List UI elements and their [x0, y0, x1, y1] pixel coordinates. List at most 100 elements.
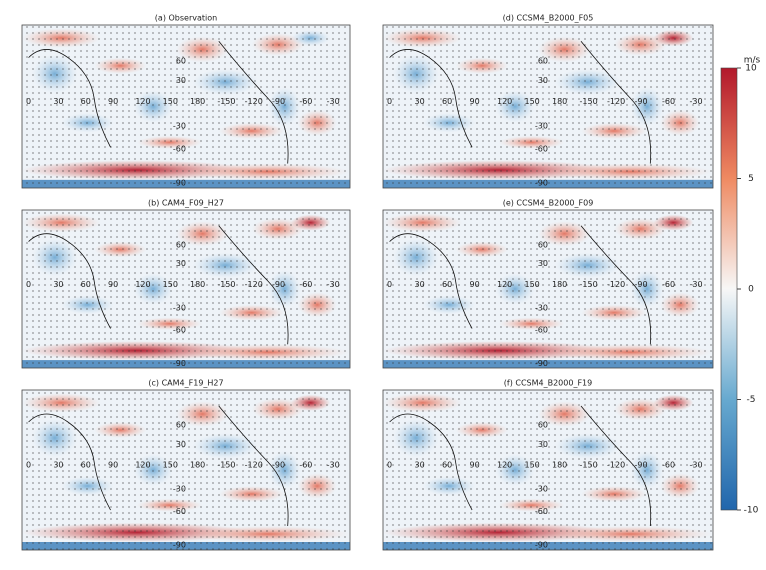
lat-label: -60 [535, 326, 548, 335]
lon-label: 60 [81, 97, 91, 106]
lat-label: 60 [538, 240, 548, 249]
lon-label: 90 [470, 97, 480, 106]
lon-label: 60 [442, 280, 452, 289]
lon-label: 90 [470, 280, 480, 289]
map-frame [21, 209, 351, 369]
coastline [28, 413, 111, 511]
lon-label: 180 [190, 461, 205, 470]
lat-label: 60 [538, 56, 548, 65]
lon-label: -30 [690, 97, 703, 106]
map-frame [21, 389, 351, 551]
lat-label: -90 [535, 179, 548, 188]
map-frame [382, 209, 714, 369]
lat-label: -90 [535, 541, 548, 550]
lon-label: -60 [299, 97, 312, 106]
lat-label: -60 [173, 507, 186, 516]
lon-label: -60 [662, 280, 675, 289]
colorbar-unit: m/s [744, 56, 761, 66]
lon-label: 30 [53, 461, 63, 470]
lon-label: 90 [108, 97, 118, 106]
coastline [218, 405, 289, 527]
lon-label: -90 [635, 280, 648, 289]
panel-title: (e) CCSM4_B2000_F09 [503, 199, 594, 208]
significance-dots [22, 25, 350, 188]
lat-label: 30 [538, 440, 548, 449]
coastline [218, 225, 289, 345]
lon-label: 30 [415, 97, 425, 106]
lon-label: -90 [635, 97, 648, 106]
lon-label: 30 [53, 280, 63, 289]
lat-label: 30 [176, 440, 186, 449]
panel-title: (f) CCSM4_B2000_F19 [504, 379, 592, 388]
lon-label: 180 [190, 97, 205, 106]
lon-label: 150 [163, 280, 178, 289]
lon-label: 0 [26, 461, 31, 470]
lat-label: -90 [535, 359, 548, 368]
lon-label: 150 [525, 461, 540, 470]
lat-label: -60 [535, 507, 548, 516]
colorbar [720, 67, 738, 511]
colorbar-tick-label: -10 [744, 506, 759, 516]
map-panel: (b) CAM4_F09_H27 0 30 60 90 120 150 180 -150 -120… [21, 199, 351, 369]
lon-label: -60 [299, 461, 312, 470]
lon-label: -150 [217, 280, 235, 289]
lon-label: 180 [552, 97, 567, 106]
lon-label: 120 [497, 280, 512, 289]
lat-label: -30 [173, 485, 186, 494]
lat-label: -90 [173, 541, 186, 550]
lat-label: -30 [535, 485, 548, 494]
coastline [389, 233, 473, 329]
lon-label: 60 [442, 97, 452, 106]
lon-label: -150 [580, 461, 598, 470]
lon-label: -120 [245, 461, 263, 470]
panel-title: (d) CCSM4_B2000_F05 [503, 14, 594, 23]
map-frame [382, 389, 714, 551]
lon-label: -30 [327, 97, 340, 106]
lon-label: 60 [81, 461, 91, 470]
colorbar-tick-label: 5 [748, 174, 754, 184]
lon-label: -120 [607, 280, 625, 289]
lon-label: 0 [26, 97, 31, 106]
lat-label: -60 [535, 144, 548, 153]
lon-label: 120 [497, 97, 512, 106]
map-frame [21, 24, 351, 189]
lon-label: 150 [525, 280, 540, 289]
lon-label: -30 [327, 280, 340, 289]
panel-title: (c) CAM4_F19_H27 [148, 379, 223, 388]
colorbar-tick-label: 10 [745, 64, 757, 74]
significance-dots [22, 210, 350, 368]
panel-title: (b) CAM4_F09_H27 [148, 199, 224, 208]
significance-dots [22, 390, 350, 550]
lon-label: 150 [163, 97, 178, 106]
lon-label: -120 [607, 461, 625, 470]
lon-label: 30 [415, 280, 425, 289]
coastline [28, 49, 111, 148]
lon-label: -90 [272, 280, 285, 289]
lat-label: 60 [176, 240, 186, 249]
lon-label: 0 [387, 280, 392, 289]
lon-label: 150 [525, 97, 540, 106]
lat-label: -30 [173, 303, 186, 312]
lon-label: -30 [327, 461, 340, 470]
lon-label: 0 [26, 280, 31, 289]
colorbar-tick-label: -5 [747, 395, 756, 405]
lon-label: -150 [217, 461, 235, 470]
significance-dots [383, 390, 713, 550]
coastline [218, 41, 289, 164]
colorbar-tick-label: 0 [748, 285, 754, 295]
coastline [580, 41, 652, 164]
lon-label: 60 [81, 280, 91, 289]
lon-label: -90 [635, 461, 648, 470]
lon-label: 120 [135, 461, 150, 470]
lon-label: -60 [299, 280, 312, 289]
lon-label: -90 [272, 97, 285, 106]
lon-label: 150 [163, 461, 178, 470]
lat-label: -30 [173, 122, 186, 131]
lon-label: -120 [245, 280, 263, 289]
lon-label: -60 [662, 97, 675, 106]
lat-label: -60 [173, 144, 186, 153]
